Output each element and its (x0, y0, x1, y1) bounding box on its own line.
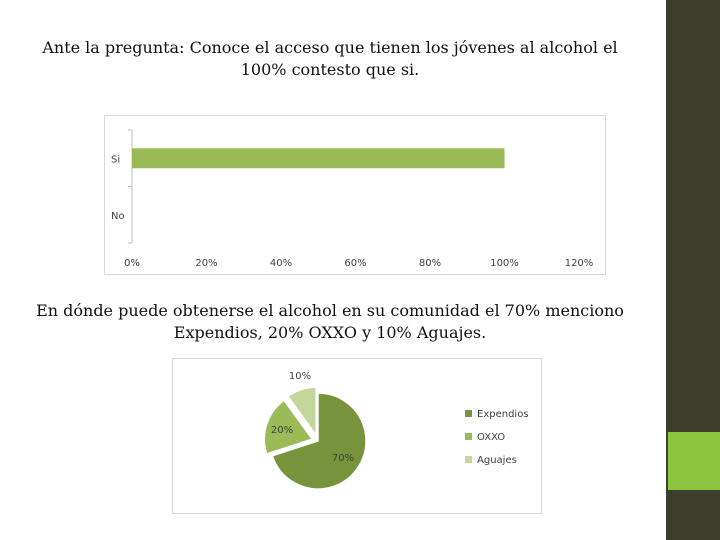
x-tick-label: 100% (490, 258, 519, 269)
heading-lugares: En dónde puede obtenerse el alcohol en s… (36, 301, 624, 342)
x-tick-label: 0% (124, 258, 140, 269)
pie-data-label: 70% (332, 453, 354, 464)
x-tick-label: 20% (195, 258, 217, 269)
x-tick-label: 120% (565, 258, 594, 269)
pie-slice-aguajes (286, 386, 317, 438)
legend-label-expendios: Expendios (477, 409, 529, 420)
legend-label-oxxo: OXXO (477, 432, 505, 443)
legend-swatch-aguajes (465, 456, 472, 463)
pie-chart: 70% 20% 10% Expendios OXXO Aguajes (263, 371, 529, 490)
y-tick-label-no: No (111, 211, 125, 222)
pie-data-label: 10% (289, 371, 311, 382)
pie-data-label: 20% (271, 425, 293, 436)
heading-acceso: Ante la pregunta: Conoce el acceso que t… (42, 38, 618, 79)
legend-swatch-expendios (465, 410, 472, 417)
pie-slice-expendios (271, 392, 367, 490)
legend-swatch-oxxo (465, 433, 472, 440)
x-tick-label: 40% (270, 258, 292, 269)
x-tick-label: 80% (419, 258, 441, 269)
bar-si (132, 148, 505, 169)
slide-sidebar-accent (668, 432, 720, 490)
y-tick-label-si: Si (111, 154, 120, 165)
pie-slice-oxxo (263, 399, 314, 455)
pie-chart-panel: 70% 20% 10% Expendios OXXO Aguajes (172, 358, 542, 514)
legend-label-aguajes: Aguajes (477, 455, 517, 466)
bar-chart-panel: Si No 0% 20% 40% 60% 80% 100% 120% (104, 115, 606, 275)
bar-chart: Si No 0% 20% 40% 60% 80% 100% 120% (111, 129, 594, 269)
x-tick-label: 60% (344, 258, 366, 269)
